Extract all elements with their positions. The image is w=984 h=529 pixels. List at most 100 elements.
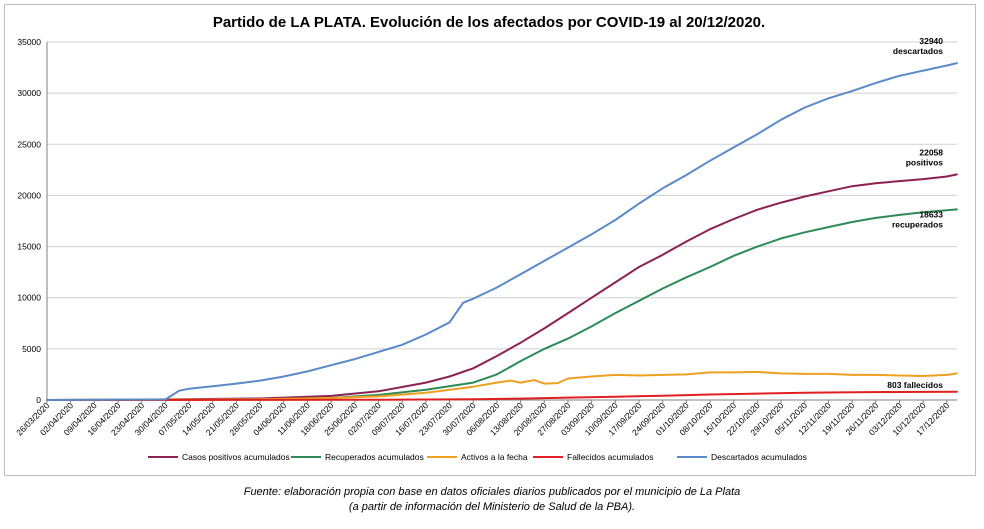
y-tick-label: 0 — [36, 395, 41, 405]
data-point-descartados-acumulados — [282, 375, 285, 378]
data-point-descartados-acumulados — [638, 202, 640, 205]
data-point-casos-positivos-acumulados — [377, 390, 380, 393]
legend-label: Descartados acumulados — [711, 452, 807, 462]
data-point-descartados-acumulados — [462, 301, 464, 304]
series-line-fallecidos-acumulados — [46, 390, 958, 401]
data-point-recuperados-acumulados — [567, 337, 569, 340]
data-point-descartados-acumulados — [472, 297, 475, 300]
data-point-recuperados-acumulados — [424, 388, 427, 391]
data-point-casos-positivos-acumulados — [590, 296, 593, 299]
data-point-activos-a-la-fecha — [614, 374, 617, 376]
data-point-recuperados-acumulados — [922, 211, 925, 214]
data-point-casos-positivos-acumulados — [756, 208, 759, 211]
data-point-fallecidos-acumulados — [567, 396, 569, 399]
data-point-activos-a-la-fecha — [543, 382, 546, 385]
data-point-recuperados-acumulados — [638, 299, 640, 302]
data-point-casos-positivos-acumulados — [614, 281, 617, 284]
data-point-recuperados-acumulados — [709, 266, 711, 268]
data-point-activos-a-la-fecha — [851, 374, 854, 376]
data-point-descartados-acumulados — [543, 259, 546, 262]
data-point-descartados-acumulados — [377, 351, 380, 353]
source-note-2: (a partir de información del Ministerio … — [348, 501, 636, 513]
data-point-casos-positivos-acumulados — [874, 182, 877, 185]
data-point-recuperados-acumulados — [732, 254, 735, 257]
data-point-descartados-acumulados — [874, 82, 877, 84]
data-point-activos-a-la-fecha — [732, 371, 735, 374]
data-point-descartados-acumulados — [353, 358, 356, 360]
data-point-activos-a-la-fecha — [377, 395, 380, 398]
data-point-fallecidos-acumulados — [803, 391, 806, 394]
chart-frame — [4, 4, 976, 476]
data-point-recuperados-acumulados — [496, 373, 498, 376]
data-point-casos-positivos-acumulados — [956, 173, 958, 176]
y-tick-label: 5000 — [22, 344, 41, 354]
data-point-descartados-acumulados — [709, 159, 711, 162]
legend-label: Activos a la fecha — [461, 452, 528, 462]
y-tick-label: 30000 — [17, 88, 41, 98]
data-point-activos-a-la-fecha — [638, 374, 640, 377]
data-point-descartados-acumulados — [756, 133, 759, 135]
data-point-recuperados-acumulados — [851, 221, 854, 223]
data-point-activos-a-la-fecha — [509, 379, 512, 382]
data-point-activos-a-la-fecha — [448, 388, 451, 391]
data-point-fallecidos-acumulados — [424, 398, 427, 401]
data-point-casos-positivos-acumulados — [780, 201, 782, 204]
data-point-activos-a-la-fecha — [556, 382, 559, 385]
data-point-recuperados-acumulados — [956, 208, 958, 211]
series-line-descartados-acumulados — [46, 62, 958, 401]
y-tick-label: 15000 — [17, 242, 41, 252]
data-point-casos-positivos-acumulados — [922, 178, 925, 180]
data-point-activos-a-la-fecha — [780, 372, 782, 375]
data-point-recuperados-acumulados — [756, 245, 759, 248]
source-note: Fuente: elaboración propia con base en d… — [243, 486, 741, 498]
data-point-recuperados-acumulados — [472, 381, 475, 384]
annotation-label: descartados — [893, 46, 943, 56]
data-point-descartados-acumulados — [661, 187, 664, 190]
data-point-casos-positivos-acumulados — [567, 312, 569, 314]
data-point-descartados-acumulados — [614, 219, 617, 221]
data-point-casos-positivos-acumulados — [543, 327, 546, 330]
data-point-activos-a-la-fecha — [756, 370, 759, 373]
data-point-casos-positivos-acumulados — [709, 228, 711, 231]
data-point-casos-positivos-acumulados — [898, 180, 901, 183]
data-point-fallecidos-acumulados — [898, 391, 901, 393]
data-point-descartados-acumulados — [164, 398, 167, 401]
y-tick-label: 10000 — [17, 293, 41, 303]
data-point-casos-positivos-acumulados — [638, 266, 640, 268]
data-point-descartados-acumulados — [956, 62, 958, 64]
data-point-casos-positivos-acumulados — [330, 395, 333, 397]
data-point-descartados-acumulados — [188, 387, 190, 390]
data-point-descartados-acumulados — [898, 74, 901, 77]
data-point-casos-positivos-acumulados — [803, 195, 806, 198]
data-point-descartados-acumulados — [780, 118, 782, 121]
data-point-descartados-acumulados — [46, 399, 48, 401]
data-point-recuperados-acumulados — [803, 231, 806, 234]
data-point-fallecidos-acumulados — [956, 390, 958, 393]
data-point-activos-a-la-fecha — [709, 371, 711, 374]
data-point-fallecidos-acumulados — [377, 398, 380, 401]
annotation-label: 18633 — [919, 209, 943, 219]
data-point-casos-positivos-acumulados — [661, 253, 664, 256]
data-point-recuperados-acumulados — [827, 226, 830, 229]
data-point-activos-a-la-fecha — [472, 385, 475, 388]
data-point-recuperados-acumulados — [377, 393, 380, 396]
data-point-descartados-acumulados — [567, 246, 569, 249]
data-point-fallecidos-acumulados — [851, 391, 854, 394]
data-point-casos-positivos-acumulados — [945, 175, 948, 178]
annotation-label: 32940 — [919, 36, 943, 46]
series-line-activos-a-la-fecha — [46, 370, 958, 401]
data-point-casos-positivos-acumulados — [448, 375, 451, 378]
data-point-casos-positivos-acumulados — [472, 367, 475, 370]
data-point-fallecidos-acumulados — [472, 398, 475, 401]
data-point-fallecidos-acumulados — [519, 397, 522, 400]
annotation-label: 22058 — [919, 147, 943, 157]
data-point-activos-a-la-fecha — [567, 377, 569, 380]
data-point-activos-a-la-fecha — [685, 373, 688, 376]
data-point-recuperados-acumulados — [543, 347, 546, 350]
legend-label: Recuperados acumulados — [325, 452, 424, 462]
data-point-casos-positivos-acumulados — [827, 190, 830, 193]
data-point-activos-a-la-fecha — [533, 379, 536, 381]
data-point-recuperados-acumulados — [614, 312, 617, 314]
